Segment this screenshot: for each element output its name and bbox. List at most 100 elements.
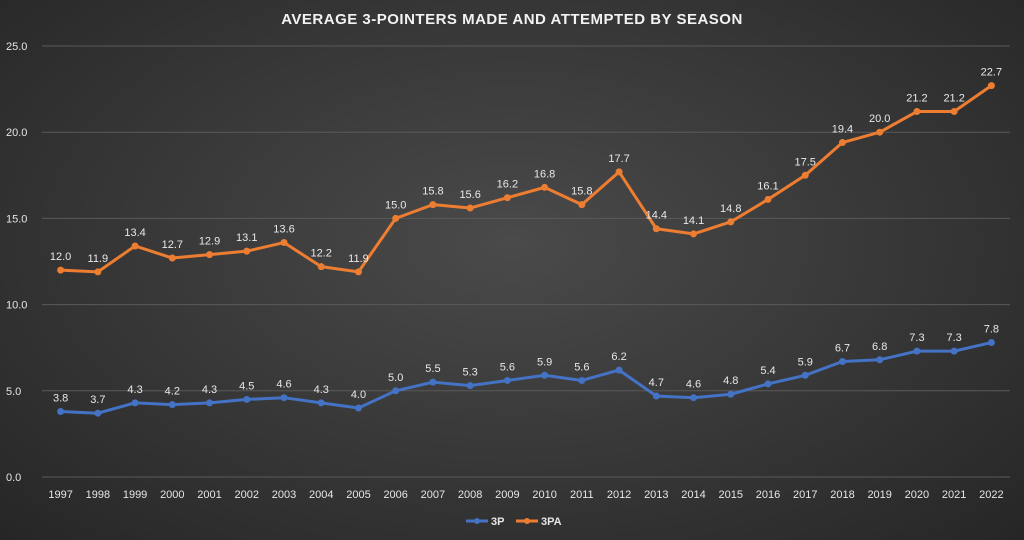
data-point [838,357,846,365]
data-label: 15.8 [571,186,592,198]
x-tick-label: 2015 [719,489,743,501]
data-point [392,387,400,395]
data-label: 12.9 [199,236,220,248]
data-point [317,263,325,271]
data-label: 15.0 [385,199,406,211]
x-tick-label: 2013 [644,489,668,501]
data-point [578,376,586,384]
data-point [987,339,995,347]
data-point [57,266,65,274]
legend-label: 3PA [541,516,562,528]
data-label: 15.8 [422,186,443,198]
data-point [652,225,660,233]
data-point [94,409,102,417]
data-point [392,214,400,222]
x-tick-label: 2000 [160,489,184,501]
data-label: 5.6 [500,361,515,373]
data-label: 15.6 [459,189,480,201]
data-label: 14.8 [720,203,741,215]
data-label: 13.6 [273,224,294,236]
data-point [243,395,251,403]
data-point [764,380,772,388]
data-point [876,356,884,364]
data-point [541,183,549,191]
data-label: 5.6 [574,361,589,373]
x-tick-label: 2010 [532,489,556,501]
data-label: 4.5 [239,380,254,392]
legend: 3P 3PA [466,516,562,528]
data-label: 22.7 [981,67,1002,79]
y-tick-label: 0.0 [6,472,21,484]
data-point [168,401,176,409]
data-point [541,371,549,379]
data-point [354,404,362,412]
series-3p: 3.8 3.7 4.3 4.2 4.3 4.5 4.6 4.3 4.0 5.0 5.5 5.3 5.6 5… [53,324,999,417]
data-point [429,201,437,209]
x-tick-label: 2016 [756,489,780,501]
data-label: 11.9 [88,253,109,265]
series-layer: 3.8 3.7 4.3 4.2 4.3 4.5 4.6 4.3 4.0 5.0 5.5 5.3 5.6 5… [50,67,1002,417]
x-tick-label: 2005 [346,489,370,501]
x-tick-label: 2020 [905,489,929,501]
data-label: 21.2 [943,93,964,105]
x-tick-label: 2009 [495,489,519,501]
data-label: 3.7 [90,394,105,406]
data-label: 7.3 [947,332,962,344]
data-point [243,247,251,255]
data-point [690,394,698,402]
x-tick-label: 2007 [421,489,445,501]
data-label: 12.7 [162,239,183,251]
data-label: 13.1 [236,232,257,244]
x-tick-label: 1999 [123,489,147,501]
y-tick-label: 20.0 [6,127,27,139]
data-label: 6.8 [872,341,887,353]
series-line [60,341,992,415]
data-label: 7.8 [984,324,999,336]
x-tick-label: 2001 [197,489,221,501]
data-label: 14.4 [646,210,667,222]
data-label: 4.6 [276,379,291,391]
x-tick-label: 2014 [681,489,705,501]
data-point [690,230,698,238]
chart-title: AVERAGE 3-POINTERS MADE AND ATTEMPTED BY… [281,11,743,28]
data-point [913,108,921,116]
data-label: 4.3 [202,384,217,396]
data-point [615,366,623,374]
data-point [727,390,735,398]
y-tick-label: 25.0 [6,41,27,53]
data-point [652,392,660,400]
data-point [354,268,362,276]
x-tick-label: 2017 [793,489,817,501]
data-label: 5.5 [425,363,440,375]
data-label: 5.3 [463,367,478,379]
data-point [876,128,884,136]
data-label: 20.0 [869,113,890,125]
data-point [615,168,623,176]
legend-marker [474,518,480,524]
data-point [764,195,772,203]
data-label: 4.7 [649,377,664,389]
x-tick-label: 2011 [570,489,594,501]
data-label: 4.3 [127,384,142,396]
x-axis-ticks: 1997 1998 1999 2000 2001 2002 2003 2004 2005 2006… [48,489,1003,501]
data-label: 12.2 [311,248,332,260]
data-point [578,201,586,209]
x-tick-label: 2006 [383,489,407,501]
gridlines [42,45,1010,478]
data-label: 17.5 [795,156,816,168]
series-3pa: 12.0 11.9 13.4 12.7 12.9 13.1 13.6 12.2 11.9 15.0… [50,67,1002,276]
data-point [206,399,214,407]
data-point [838,139,846,147]
data-point [950,347,958,355]
data-point [168,254,176,262]
data-label: 5.4 [760,365,775,377]
data-point [950,108,958,116]
data-label: 13.4 [124,227,145,239]
data-label: 16.1 [757,180,778,192]
data-point [987,82,995,90]
legend-label: 3P [491,516,504,528]
data-label: 6.2 [611,351,626,363]
x-tick-label: 2021 [942,489,966,501]
data-point [57,407,65,415]
